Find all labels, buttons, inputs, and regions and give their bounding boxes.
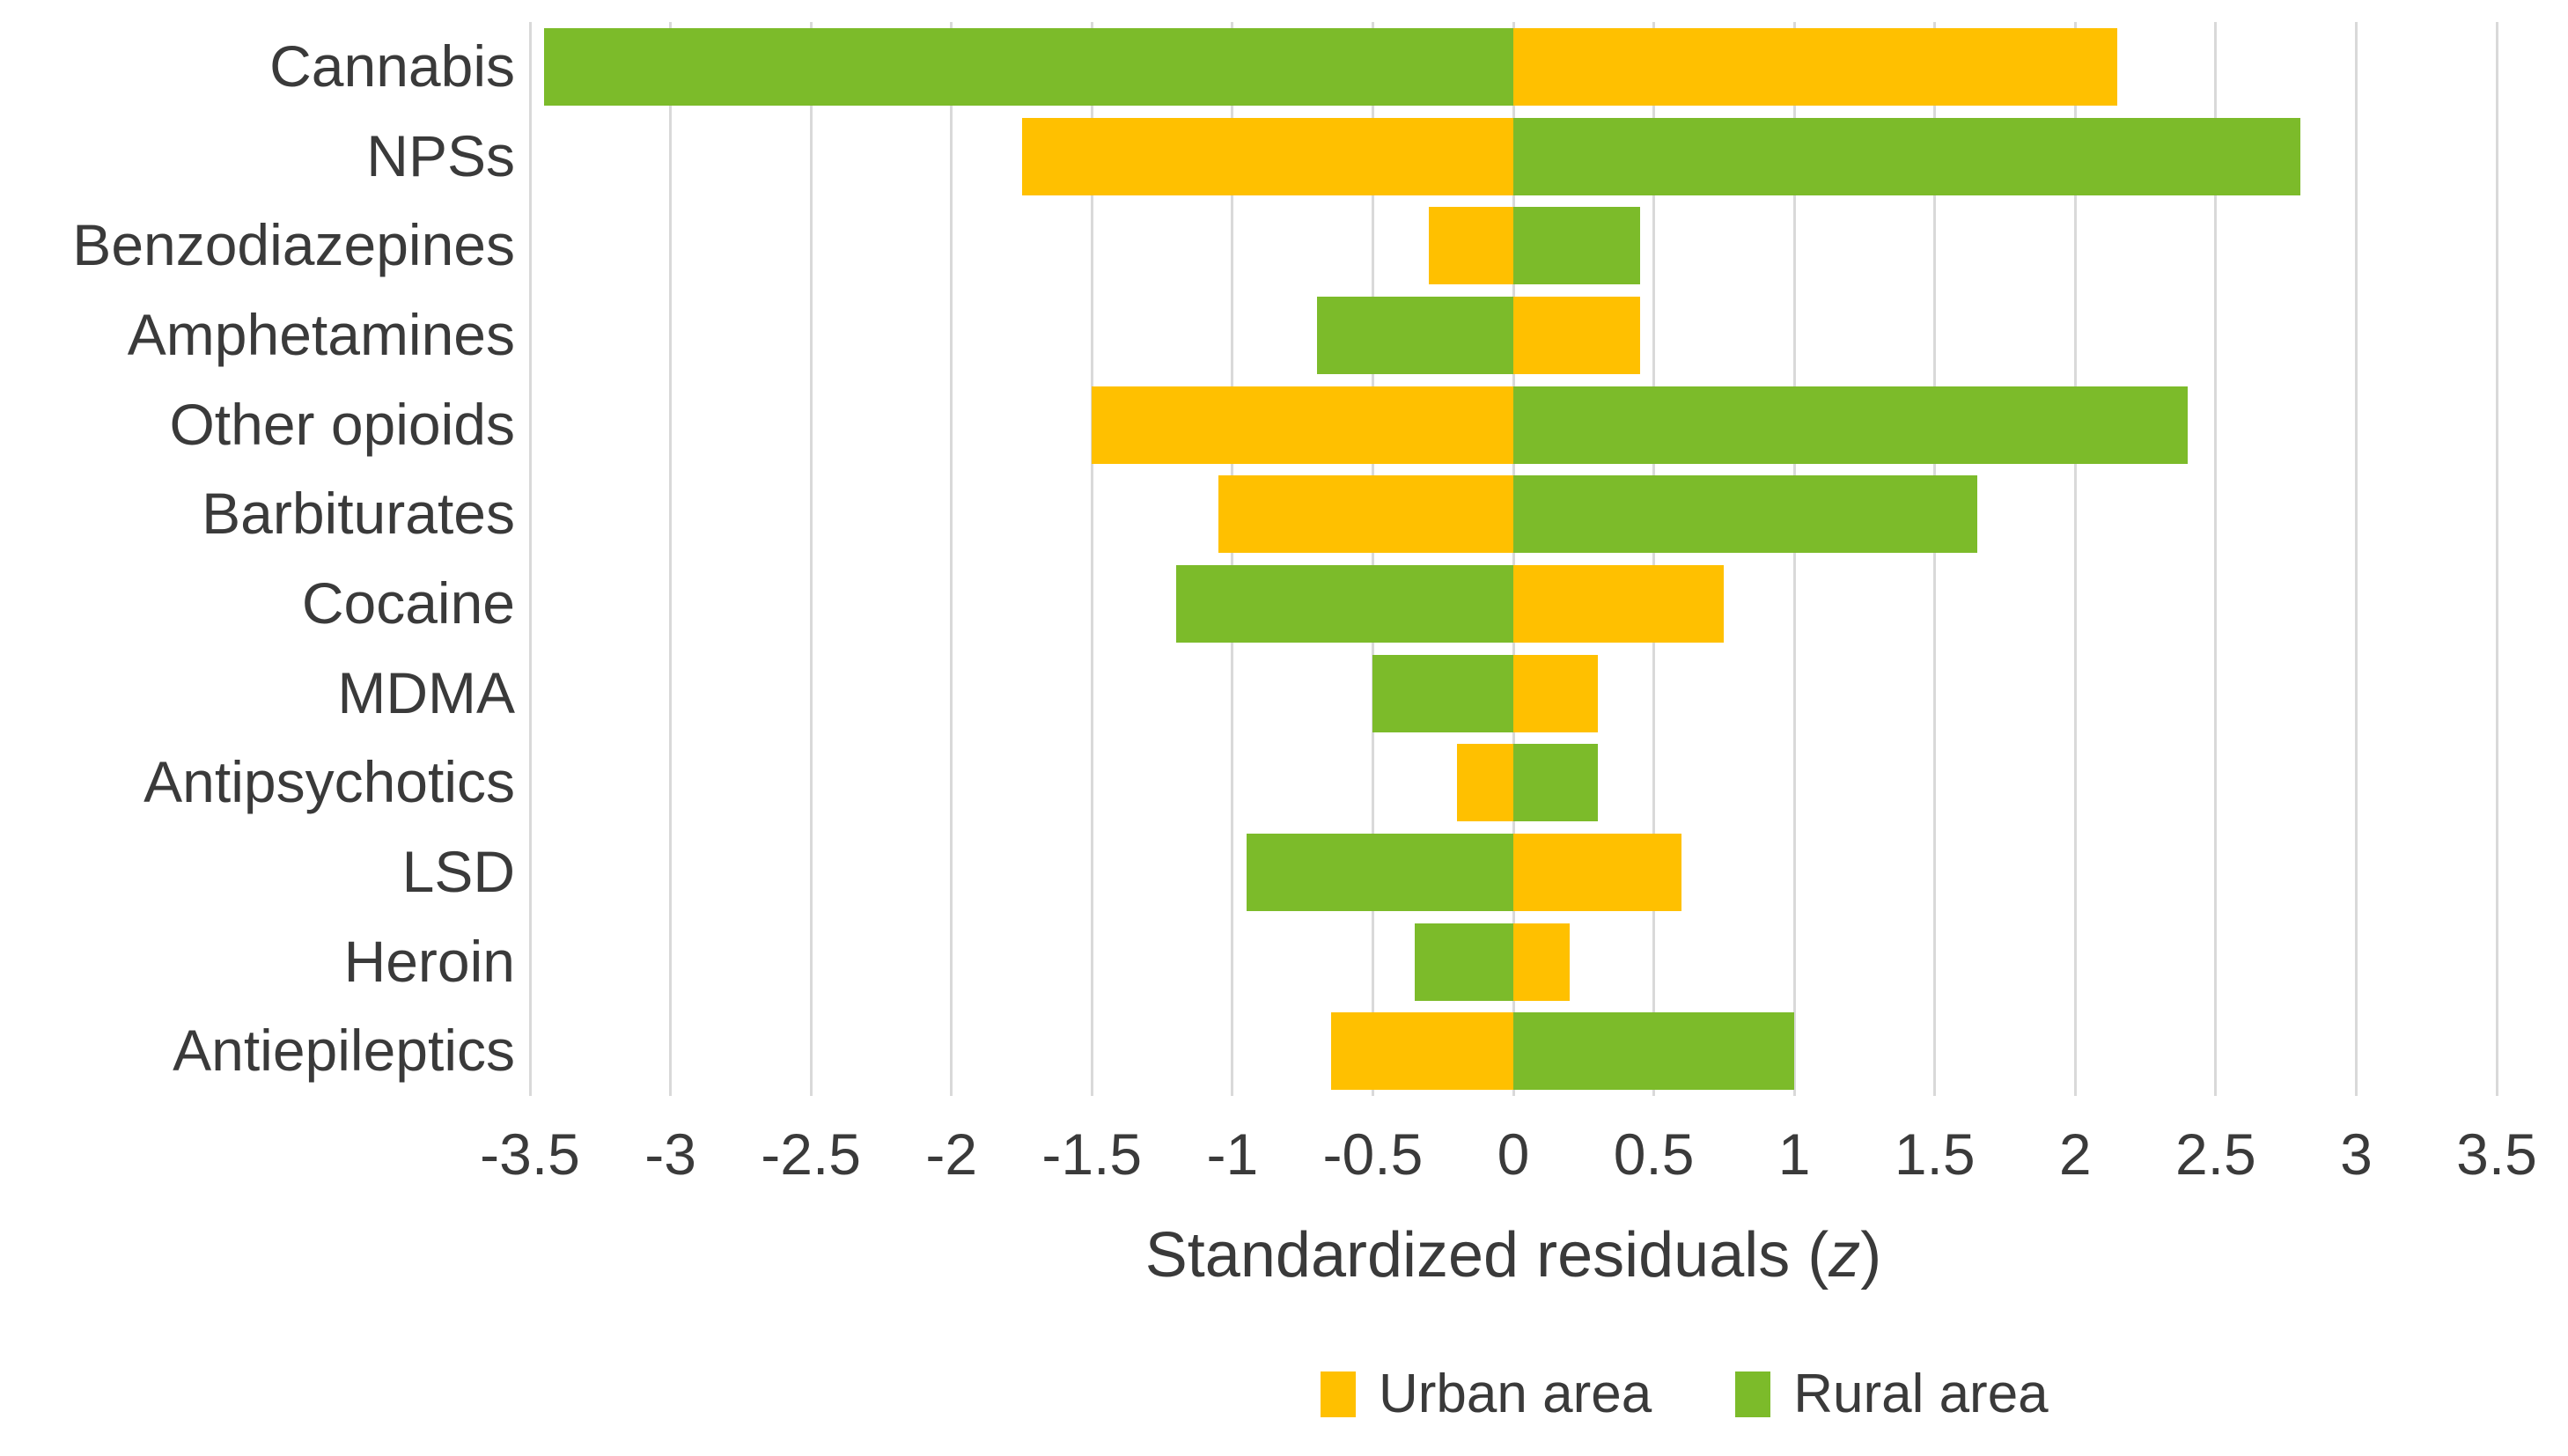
gridline-2: [2073, 22, 2077, 1096]
legend-swatch-rural-area: [1735, 1371, 1771, 1417]
category-label-amphetamines: Amphetamines: [127, 302, 515, 367]
x-axis-title-text: Standardized residuals (: [1144, 1220, 1829, 1291]
category-label-antiepileptics: Antiepileptics: [173, 1018, 515, 1084]
x-tick-label-0.5: 0.5: [1613, 1121, 1695, 1187]
category-label-npss: NPSs: [366, 122, 515, 188]
x-axis-title-italic-z: z: [1829, 1220, 1861, 1291]
category-label-benzodiazepines: Benzodiazepines: [72, 212, 515, 278]
bar-urban-area-cannabis: [1513, 27, 2118, 106]
bar-rural-area-benzodiazepines: [1513, 207, 1640, 285]
bar-urban-area-antipsychotics: [1457, 744, 1513, 822]
bar-urban-area-amphetamines: [1513, 296, 1640, 374]
gridline-3: [2354, 22, 2358, 1096]
gridline--0.5: [1371, 22, 1374, 1096]
legend-item-rural-area: Rural area: [1735, 1363, 2049, 1425]
x-axis-title: Standardized residuals (z): [530, 1219, 2497, 1291]
bar-urban-area-mdma: [1513, 654, 1598, 732]
x-tick-label--1: -1: [1206, 1121, 1259, 1187]
gridline-0.5: [1652, 22, 1656, 1096]
gridline-3.5: [2495, 22, 2498, 1096]
x-tick-label--1.5: -1.5: [1041, 1121, 1143, 1187]
legend: Urban area Rural area: [1321, 1363, 2049, 1425]
bar-urban-area-lsd: [1513, 833, 1682, 911]
x-tick-label-1.5: 1.5: [1894, 1121, 1976, 1187]
category-label-cannabis: Cannabis: [269, 33, 515, 99]
x-tick-label-3.5: 3.5: [2456, 1121, 2537, 1187]
bar-urban-area-barbiturates: [1218, 475, 1513, 554]
x-tick-label-3: 3: [2340, 1121, 2373, 1187]
bar-urban-area-antiepileptics: [1330, 1012, 1513, 1091]
bar-rural-area-heroin: [1415, 923, 1513, 1001]
category-label-mdma: MDMA: [337, 659, 515, 725]
legend-swatch-urban-area: [1321, 1371, 1356, 1417]
legend-item-urban-area: Urban area: [1321, 1363, 1652, 1425]
gridline--1: [1231, 22, 1234, 1096]
gridline-1.5: [1933, 22, 1937, 1096]
gridline--2.5: [809, 22, 813, 1096]
bar-urban-area-benzodiazepines: [1429, 207, 1513, 285]
bar-urban-area-cocaine: [1513, 564, 1725, 643]
category-label-lsd: LSD: [401, 839, 515, 904]
bar-rural-area-antiepileptics: [1513, 1012, 1795, 1091]
x-tick-label--3: -3: [644, 1121, 696, 1187]
legend-label-rural-area: Rural area: [1793, 1364, 2049, 1424]
bar-rural-area-amphetamines: [1316, 296, 1513, 374]
category-label-barbiturates: Barbiturates: [202, 481, 515, 547]
bar-rural-area-other-opioids: [1513, 386, 2188, 464]
bar-rural-area-lsd: [1246, 833, 1513, 911]
bar-rural-area-antipsychotics: [1513, 744, 1598, 822]
x-tick-label--2: -2: [925, 1121, 978, 1187]
x-tick-label--0.5: -0.5: [1322, 1121, 1424, 1187]
x-tick-label-2.5: 2.5: [2174, 1121, 2256, 1187]
x-tick-label--3.5: -3.5: [480, 1121, 580, 1187]
bar-rural-area-cocaine: [1176, 564, 1513, 643]
gridline--1.5: [1090, 22, 1093, 1096]
gridline-0: [1512, 22, 1515, 1096]
bar-rural-area-npss: [1513, 117, 2300, 195]
x-tick-label--2.5: -2.5: [761, 1121, 862, 1187]
x-tick-label-2: 2: [2058, 1121, 2092, 1187]
bar-urban-area-npss: [1021, 117, 1513, 195]
x-tick-label-0: 0: [1497, 1121, 1530, 1187]
gridline-2.5: [2214, 22, 2218, 1096]
legend-label-urban-area: Urban area: [1379, 1364, 1652, 1424]
bar-urban-area-heroin: [1513, 923, 1570, 1001]
bar-rural-area-cannabis: [543, 27, 1513, 106]
category-label-heroin: Heroin: [343, 928, 515, 994]
bar-rural-area-mdma: [1372, 654, 1513, 732]
gridline--3: [669, 22, 673, 1096]
gridline--2: [950, 22, 953, 1096]
x-tick-label-1: 1: [1777, 1121, 1811, 1187]
category-label-antipsychotics: Antipsychotics: [143, 749, 515, 815]
x-axis-title-close-paren: ): [1860, 1220, 1882, 1291]
category-label-cocaine: Cocaine: [301, 570, 515, 636]
bar-rural-area-barbiturates: [1513, 475, 1977, 554]
gridline--3.5: [528, 22, 532, 1096]
category-label-other-opioids: Other opioids: [169, 391, 515, 457]
bar-urban-area-other-opioids: [1092, 386, 1513, 464]
gridline-1: [1792, 22, 1796, 1096]
